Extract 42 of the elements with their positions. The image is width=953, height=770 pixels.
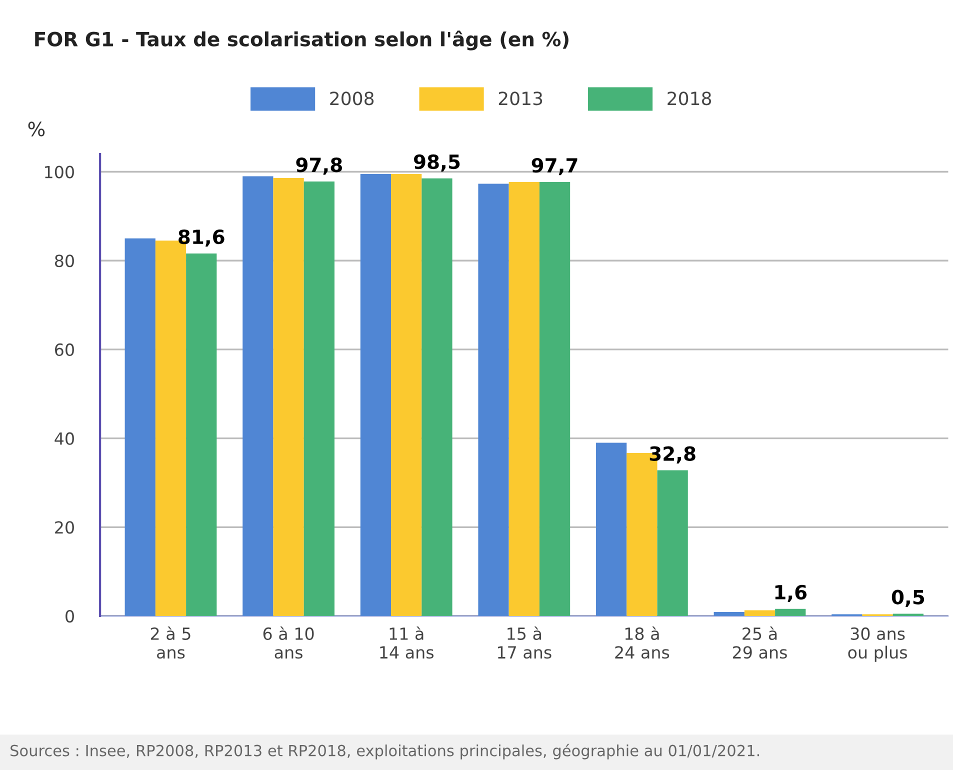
data-label: 97,7 (532, 158, 578, 176)
bar (596, 442, 627, 616)
bar (657, 470, 688, 616)
bar (242, 176, 274, 616)
data-label: 32,8 (650, 446, 696, 464)
source-note: Sources : Insee, RP2008, RP2013 et RP2018, exploitations principales, géographie au 01/01/2021. (10, 744, 760, 760)
data-label: 1,6 (775, 584, 807, 602)
bar (422, 178, 452, 616)
data-label: 81,6 (178, 229, 224, 247)
bar (186, 254, 217, 616)
x-tick-label: 25 à 29 ans (732, 626, 787, 659)
bar (391, 174, 422, 616)
bar (304, 182, 334, 616)
bar (714, 612, 744, 616)
y-tick-label: 80 (54, 254, 74, 268)
y-tick-label: 100 (45, 166, 74, 178)
bar (478, 184, 509, 616)
data-label: 97,8 (296, 158, 342, 175)
data-label: 98,5 (414, 154, 460, 172)
y-tick-label: 20 (55, 521, 74, 534)
x-tick-label: 6 à 10 ans (263, 626, 314, 659)
bar (775, 608, 806, 616)
legend-label: 2008 (330, 92, 374, 106)
bar (124, 238, 156, 616)
chart-title: FOR G1 - Taux de scolarisation selon l'âge (en %) (35, 30, 568, 50)
legend-label: 2018 (668, 92, 712, 106)
x-tick-label: 30 ans ou plus (848, 627, 907, 662)
x-tick-label: 2 à 5 ans (150, 626, 190, 659)
x-tick-label: 15 à 17 ans (498, 626, 552, 659)
y-tick-label: 60 (55, 343, 74, 356)
bar (744, 610, 776, 616)
bar (360, 174, 392, 616)
y-axis-title: % (28, 122, 45, 136)
x-tick-label: 11 à 14 ans (380, 626, 434, 659)
data-label: 0,5 (892, 590, 924, 607)
x-tick-label: 18 à 24 ans (615, 626, 670, 659)
y-tick-label: 0 (66, 610, 74, 623)
bar (273, 178, 304, 616)
y-tick-label: 40 (54, 432, 74, 445)
bar (539, 182, 570, 616)
bar (508, 182, 540, 616)
legend-label: 2013 (498, 92, 542, 106)
